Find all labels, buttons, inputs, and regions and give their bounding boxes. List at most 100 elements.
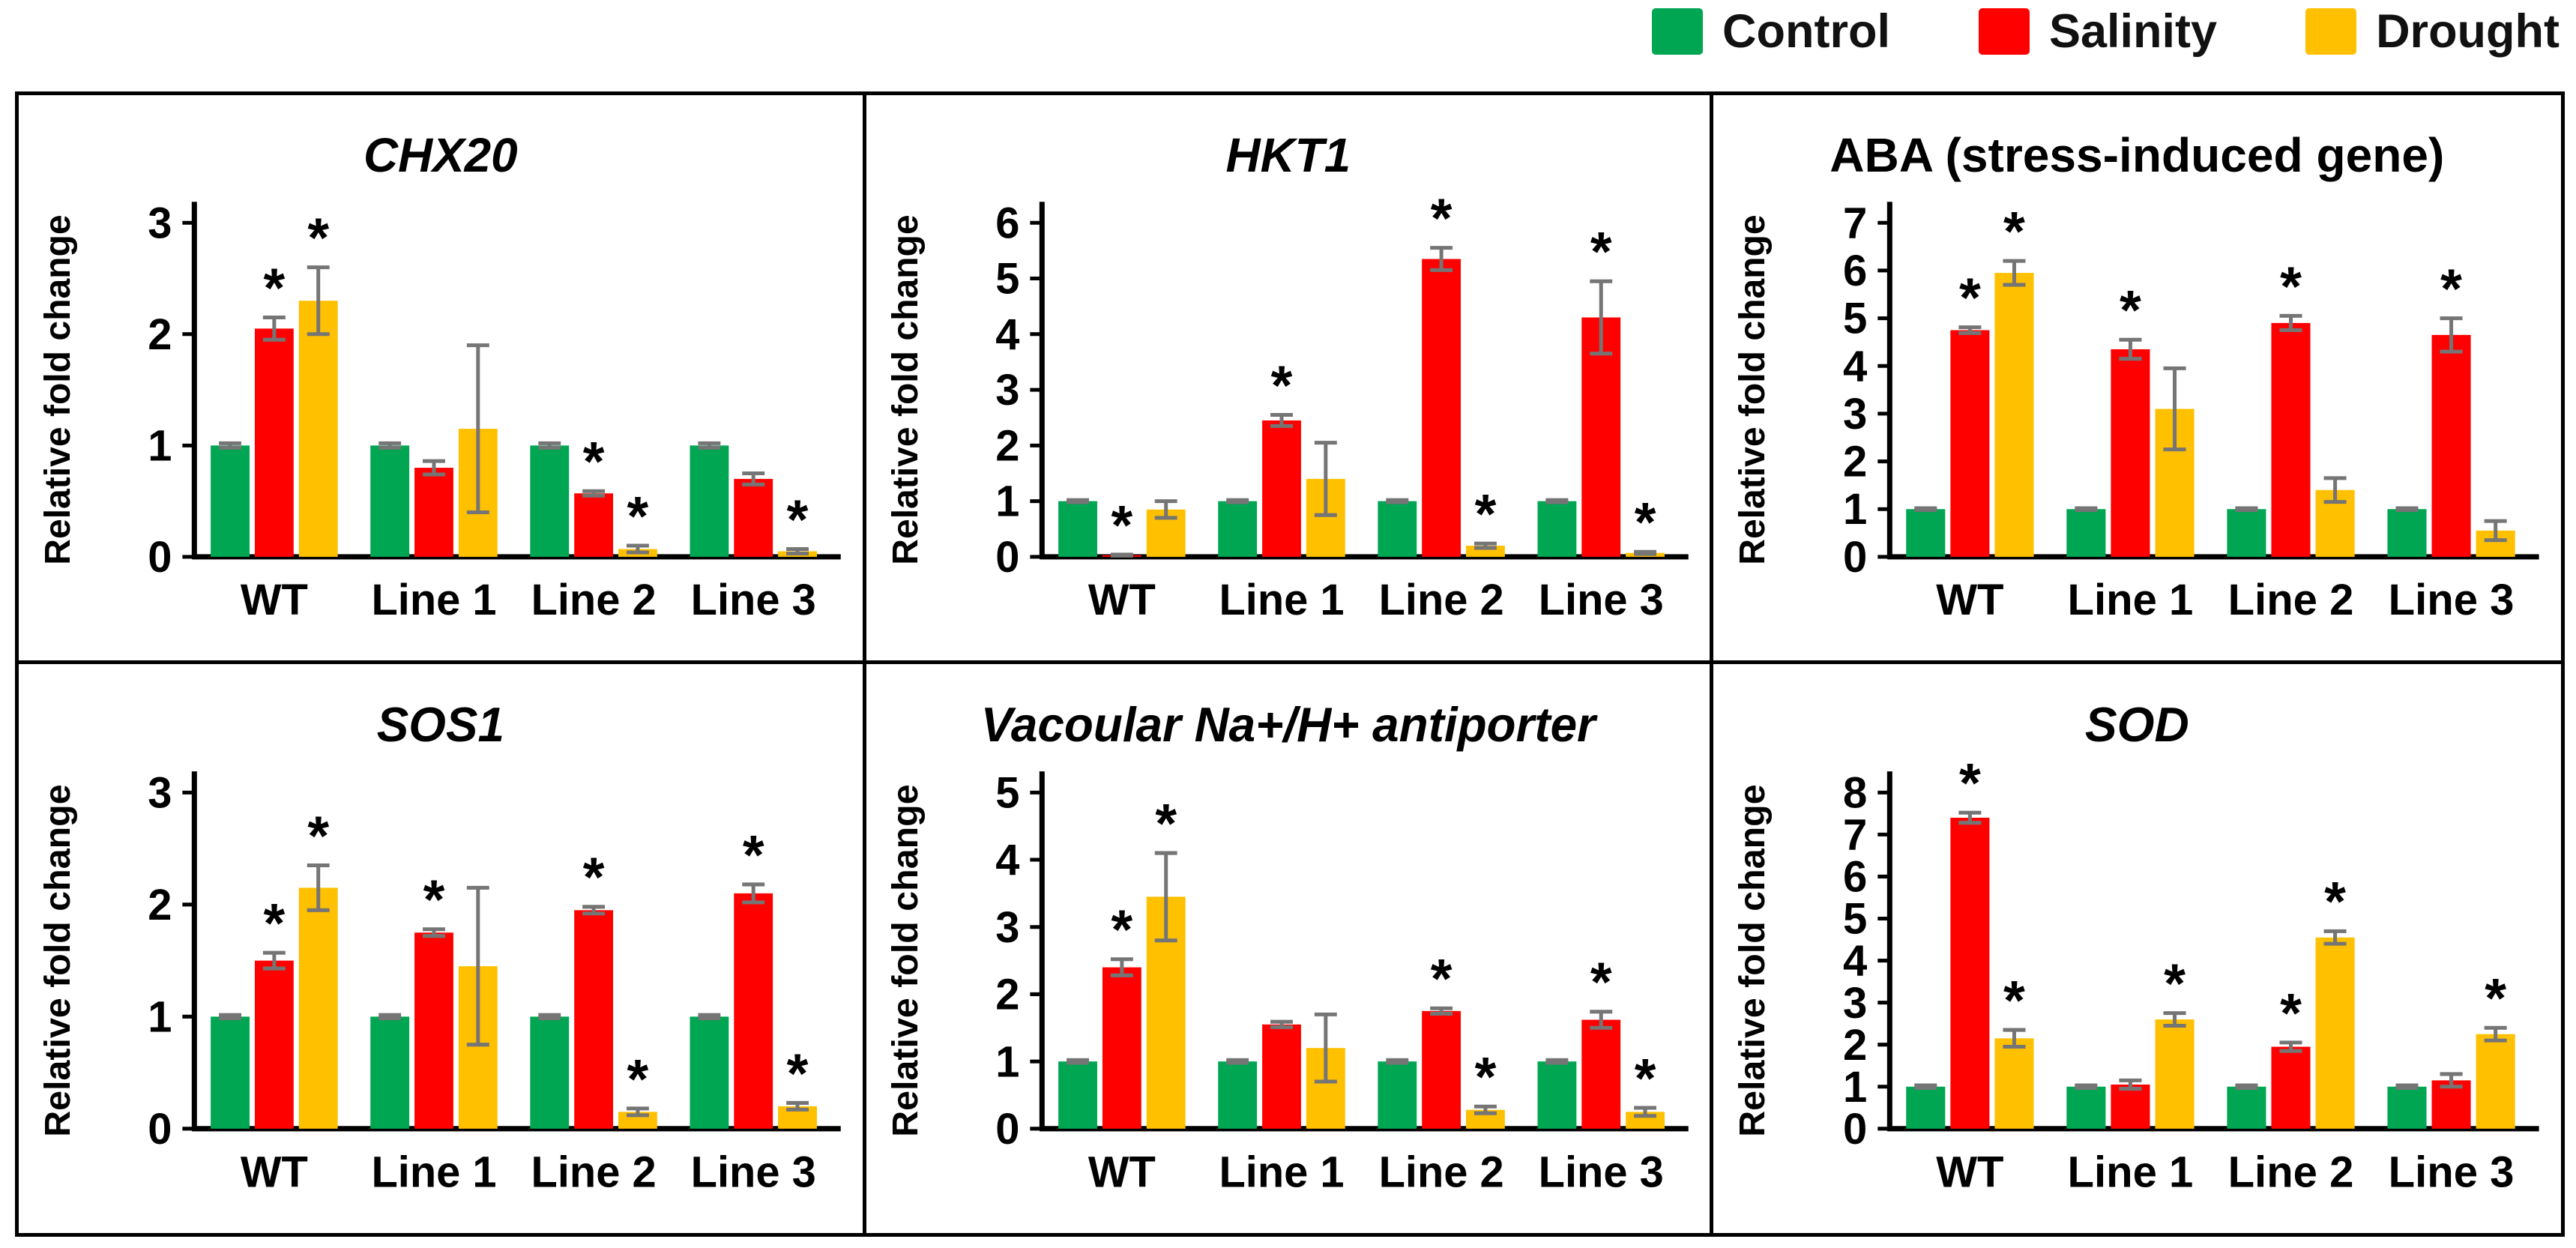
significance-star: * xyxy=(307,206,329,268)
x-category-label: Line 1 xyxy=(1219,1148,1344,1196)
chart-title: CHX20 xyxy=(364,128,518,182)
significance-star: * xyxy=(1474,1046,1496,1108)
significance-star: * xyxy=(2164,952,2186,1014)
bar-salinity xyxy=(574,910,614,1129)
y-tick-label: 7 xyxy=(1843,199,1867,247)
y-tick-label: 0 xyxy=(995,1105,1019,1154)
bar-control xyxy=(2066,509,2106,557)
chart-panel-aba: ABA (stress-induced gene) 0 1 2 3 4 5 6 7 Relativ… xyxy=(1713,95,2561,665)
x-category-label: Line 3 xyxy=(691,576,816,624)
chart-antiporter: Vacoular Na+/H+ antiporter 0 1 2 3 4 5 Relative… xyxy=(885,698,1689,1197)
bar-control xyxy=(1378,501,1417,557)
y-tick-label: 6 xyxy=(1843,853,1867,902)
x-category-label: WT xyxy=(1937,1148,2004,1196)
y-tick-label: 3 xyxy=(148,768,172,817)
significance-star: * xyxy=(2280,255,2302,317)
bar-salinity xyxy=(1421,259,1461,557)
y-tick-label: 2 xyxy=(995,422,1019,470)
bar-salinity xyxy=(1261,1024,1301,1129)
bar-control xyxy=(1537,501,1576,557)
bar-control xyxy=(530,445,570,557)
legend-item-control: Control xyxy=(1652,4,1890,58)
y-tick-label: 8 xyxy=(1843,768,1867,817)
y-tick-label: 0 xyxy=(148,1105,172,1154)
significance-star: * xyxy=(627,1048,649,1110)
y-tick-label: 2 xyxy=(148,881,172,929)
x-category-label: WT xyxy=(1937,576,2004,624)
significance-star: * xyxy=(787,488,809,550)
bar-salinity xyxy=(2431,334,2471,557)
y-tick-label: 1 xyxy=(1843,1063,1867,1112)
bar-salinity xyxy=(2271,1046,2311,1129)
y-tick-label: 0 xyxy=(1843,533,1867,582)
y-tick-label: 1 xyxy=(148,422,172,470)
bar-control xyxy=(1378,1061,1417,1129)
bar-salinity xyxy=(734,478,773,557)
significance-star: * xyxy=(423,868,445,930)
bar-drought xyxy=(298,301,338,557)
y-tick-label: 3 xyxy=(148,199,172,247)
bar-salinity xyxy=(414,932,453,1129)
significance-star: * xyxy=(1111,898,1132,960)
significance-star: * xyxy=(2324,870,2346,932)
chart-panel-hkt1: HKT1 0 1 2 3 4 5 6 Relative fold change WT * Line 1… xyxy=(866,95,1714,665)
x-category-label: Line 1 xyxy=(371,1148,496,1196)
bar-control xyxy=(1537,1061,1576,1129)
y-tick-label: 3 xyxy=(1843,979,1867,1028)
significance-star: * xyxy=(1590,950,1612,1013)
bar-salinity xyxy=(1581,1019,1620,1129)
significance-star: * xyxy=(2440,258,2462,320)
significance-star: * xyxy=(2120,279,2141,341)
y-tick-label: 4 xyxy=(1843,342,1867,391)
bar-drought xyxy=(1994,1038,2034,1129)
significance-star: * xyxy=(2485,967,2507,1029)
bar-salinity xyxy=(2111,1085,2150,1129)
bar-control xyxy=(2227,509,2266,557)
y-axis-label: Relative fold change xyxy=(37,784,78,1136)
significance-star: * xyxy=(2003,969,2025,1031)
bar-salinity xyxy=(734,893,773,1129)
x-category-label: Line 2 xyxy=(1378,1148,1503,1196)
legend-item-drought: Drought xyxy=(2305,4,2560,58)
bar-salinity xyxy=(2271,322,2311,557)
y-tick-label: 2 xyxy=(1843,438,1867,486)
chart-title: SOS1 xyxy=(377,698,504,752)
bar-control xyxy=(1058,1061,1097,1129)
significance-star: * xyxy=(583,845,605,908)
y-tick-label: 6 xyxy=(1843,247,1867,295)
y-tick-label: 5 xyxy=(1843,895,1867,944)
bar-control xyxy=(370,445,410,557)
bar-control xyxy=(1217,501,1257,557)
chart-title: SOD xyxy=(2085,698,2189,752)
x-category-label: Line 2 xyxy=(1378,576,1503,624)
x-category-label: Line 1 xyxy=(2068,1148,2194,1196)
x-category-label: Line 3 xyxy=(2389,576,2515,624)
bar-control xyxy=(2387,509,2427,557)
significance-star: * xyxy=(1111,494,1132,556)
x-category-label: WT xyxy=(1088,1148,1156,1196)
bar-drought xyxy=(2155,1019,2195,1129)
bar-salinity xyxy=(1950,330,1990,557)
chart-panel-antiporter: Vacoular Na+/H+ antiporter 0 1 2 3 4 5 Relative… xyxy=(866,664,1714,1233)
y-tick-label: 4 xyxy=(1843,937,1868,986)
chart-chx20: CHX20 0 1 2 3 Relative fold change WT * * Line 1 L… xyxy=(38,128,841,624)
significance-star: * xyxy=(307,804,329,866)
x-category-label: Line 2 xyxy=(531,1148,657,1196)
y-tick-label: 2 xyxy=(995,970,1019,1019)
legend-swatch-salinity xyxy=(1978,8,2030,55)
significance-star: * xyxy=(743,824,764,886)
significance-star: * xyxy=(1959,267,1981,329)
significance-star: * xyxy=(2280,982,2302,1044)
x-category-label: Line 1 xyxy=(371,576,496,624)
bar-control xyxy=(1217,1061,1257,1129)
bar-salinity xyxy=(1102,967,1141,1129)
y-tick-label: 1 xyxy=(995,1037,1019,1086)
bar-salinity xyxy=(2111,349,2150,557)
significance-star: * xyxy=(1590,220,1612,283)
legend-swatch-drought xyxy=(2305,8,2357,55)
y-axis-label: Relative fold change xyxy=(38,214,78,564)
bar-control xyxy=(211,445,250,557)
chart-panel-sos1: SOS1 0 1 2 3 Relative fold change WT * * Line 1 * L… xyxy=(19,664,866,1233)
